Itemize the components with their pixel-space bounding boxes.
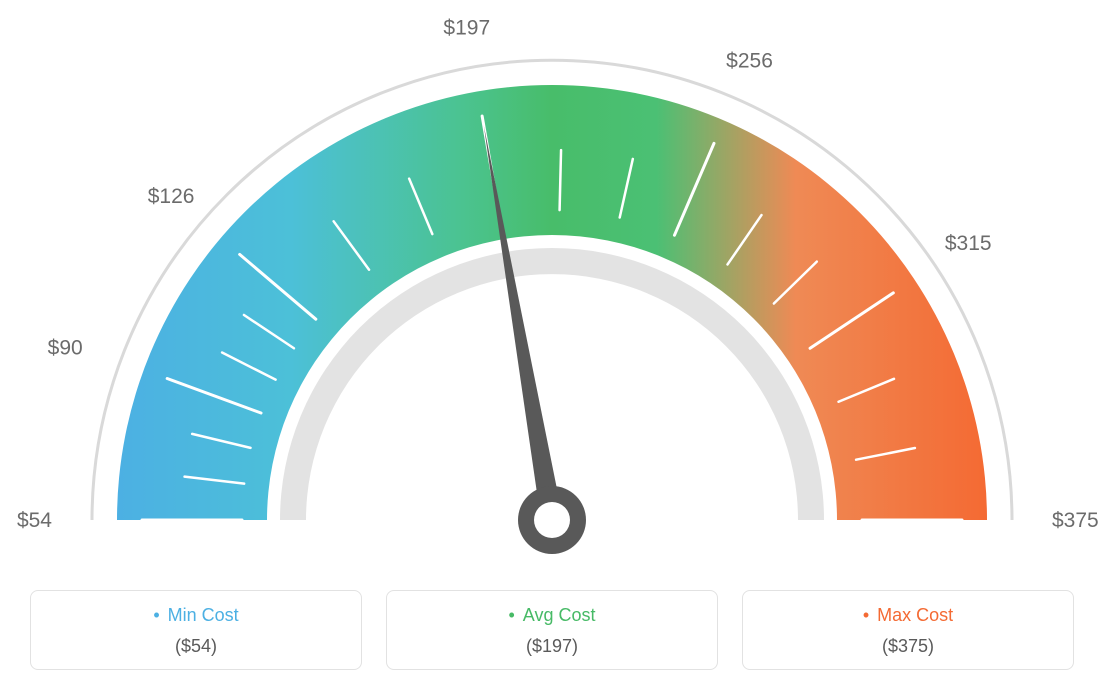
- gauge-tick-label: $197: [443, 16, 490, 39]
- cost-gauge-chart: $54 $90 $126 $197 $256 $315 $375: [0, 0, 1104, 560]
- legend-label: Min Cost: [41, 605, 351, 626]
- legend-value: ($375): [753, 636, 1063, 657]
- legend-row: Min Cost ($54) Avg Cost ($197) Max Cost ($375…: [30, 590, 1074, 670]
- gauge-tick-label: $126: [148, 185, 195, 208]
- legend-value: ($54): [41, 636, 351, 657]
- legend-card: Min Cost ($54): [30, 590, 362, 670]
- gauge-tick-label: $256: [726, 50, 773, 73]
- gauge-tick-label: $375: [1052, 509, 1099, 532]
- gauge-tick-label: $54: [17, 509, 52, 532]
- legend-card: Max Cost ($375): [742, 590, 1074, 670]
- gauge-tick-label: $315: [945, 232, 992, 255]
- legend-card: Avg Cost ($197): [386, 590, 718, 670]
- legend-value: ($197): [397, 636, 707, 657]
- legend-label: Max Cost: [753, 605, 1063, 626]
- legend-label: Avg Cost: [397, 605, 707, 626]
- gauge-tick-label: $90: [48, 336, 83, 359]
